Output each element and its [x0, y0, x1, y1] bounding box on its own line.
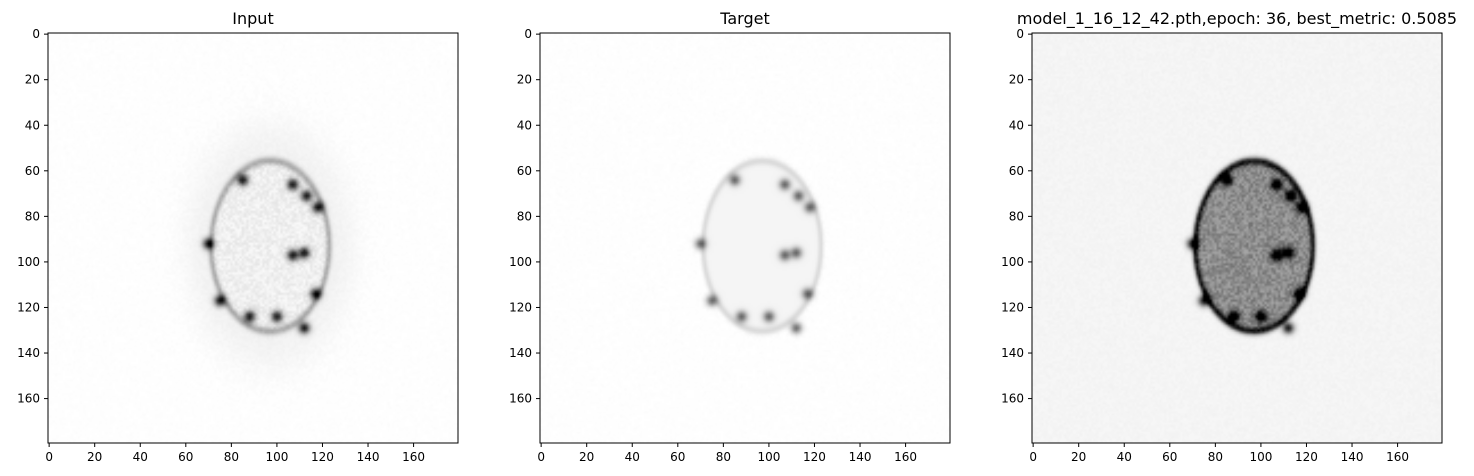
y-tick-label: 20 — [25, 73, 40, 87]
y-tick-label: 120 — [1001, 300, 1024, 314]
y-tick-label: 20 — [517, 73, 532, 87]
x-tick-label: 140 — [357, 450, 380, 464]
x-tick-label: 60 — [1162, 450, 1177, 464]
x-tick-label: 80 — [224, 450, 239, 464]
y-tick-label: 60 — [517, 164, 532, 178]
x-tick-label: 20 — [579, 450, 594, 464]
x-tick-label: 120 — [311, 450, 334, 464]
y-tick-label: 160 — [17, 392, 40, 406]
heatmap-image — [1032, 33, 1442, 443]
x-tick-label: 80 — [716, 450, 731, 464]
x-tick-label: 40 — [1117, 450, 1132, 464]
x-tick-label: 100 — [265, 450, 288, 464]
y-tick-label: 100 — [509, 255, 532, 269]
y-tick-label: 0 — [32, 27, 40, 41]
y-tick-label: 120 — [509, 300, 532, 314]
y-tick-label: 20 — [1009, 73, 1024, 87]
y-tick-label: 140 — [509, 346, 532, 360]
panel-title: Target — [719, 9, 770, 28]
x-tick-label: 120 — [803, 450, 826, 464]
x-tick-label: 140 — [1341, 450, 1364, 464]
y-tick-label: 0 — [524, 27, 532, 41]
y-tick-label: 100 — [1001, 255, 1024, 269]
x-tick-label: 0 — [1029, 450, 1037, 464]
x-tick-label: 20 — [87, 450, 102, 464]
y-tick-label: 100 — [17, 255, 40, 269]
panel-input: Input 0 20 40 60 80 100 120 140 160 0 20 40 60 80 100 1… — [17, 9, 459, 464]
y-tick-label: 0 — [1016, 27, 1024, 41]
x-tick-label: 40 — [133, 450, 148, 464]
x-tick-label: 60 — [178, 450, 193, 464]
x-tick-label: 0 — [537, 450, 545, 464]
x-tick-label: 60 — [670, 450, 685, 464]
x-tick-label: 140 — [849, 450, 872, 464]
y-tick-label: 40 — [25, 118, 40, 132]
y-tick-label: 60 — [25, 164, 40, 178]
x-tick-label: 160 — [894, 450, 917, 464]
x-tick-label: 120 — [1295, 450, 1318, 464]
y-tick-label: 80 — [1009, 209, 1024, 223]
y-tick-label: 120 — [17, 300, 40, 314]
y-tick-label: 80 — [517, 209, 532, 223]
x-tick-label: 100 — [757, 450, 780, 464]
y-tick-label: 140 — [1001, 346, 1024, 360]
x-tick-label: 80 — [1208, 450, 1223, 464]
x-tick-label: 20 — [1071, 450, 1086, 464]
axes-frame — [1031, 32, 1443, 444]
heatmap-image — [540, 33, 950, 443]
y-tick-label: 160 — [509, 392, 532, 406]
y-tick-label: 40 — [517, 118, 532, 132]
y-tick-label: 160 — [1001, 392, 1024, 406]
y-tick-label: 60 — [1009, 164, 1024, 178]
y-tick-label: 140 — [17, 346, 40, 360]
x-tick-label: 40 — [625, 450, 640, 464]
y-tick-label: 80 — [25, 209, 40, 223]
heatmap-image — [48, 33, 458, 443]
x-tick-label: 160 — [1386, 450, 1409, 464]
x-tick-label: 0 — [45, 450, 53, 464]
x-tick-label: 160 — [402, 450, 425, 464]
panel-title: model_1_16_12_42.pth,epoch: 36, best_met… — [1017, 9, 1457, 29]
panel-prediction: model_1_16_12_42.pth,epoch: 36, best_met… — [1001, 9, 1457, 464]
panel-target: Target 0 20 40 60 80 100 120 140 160 0 20 40 60 80 100… — [509, 9, 951, 464]
axes-frame — [47, 32, 459, 444]
x-tick-label: 100 — [1249, 450, 1272, 464]
panel-title: Input — [232, 9, 273, 28]
axes-frame — [539, 32, 951, 444]
y-tick-label: 40 — [1009, 118, 1024, 132]
